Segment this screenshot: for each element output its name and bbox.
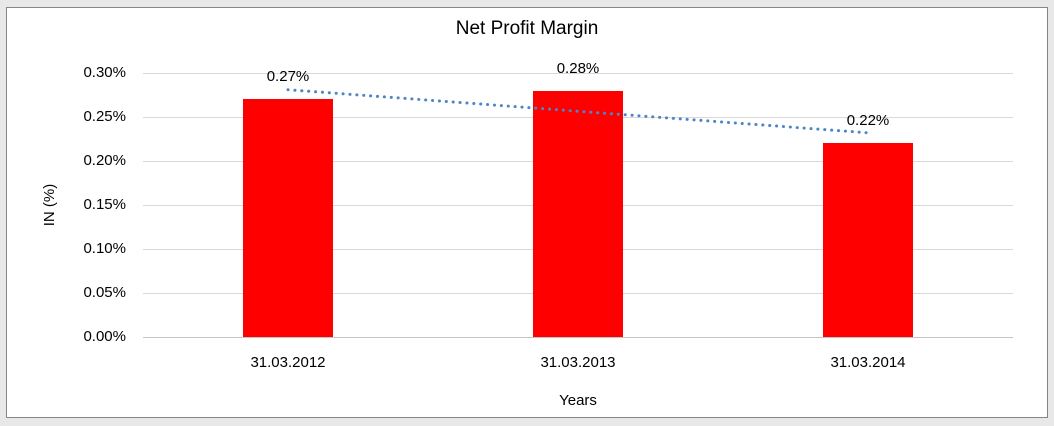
y-gridline [143,73,1013,74]
bar-31.03.2012 [243,99,333,337]
chart-title: Net Profit Margin [455,18,599,39]
data-label: 0.27% [266,68,310,86]
y-tick-label: 0.00% [83,328,126,345]
data-label: 0.28% [556,59,600,77]
x-tick-label: 31.03.2014 [830,354,906,371]
x-tick-label: 31.03.2012 [250,354,326,371]
y-tick-label: 0.15% [83,196,126,213]
y-tick-label: 0.25% [83,108,126,125]
y-tick-label: 0.05% [83,284,126,301]
y-axis-title: IN (%) [41,183,58,227]
bar-31.03.2014 [823,143,913,337]
bar-31.03.2013 [533,90,623,337]
y-tick-label: 0.20% [83,152,126,169]
x-axis-line [143,337,1013,338]
y-tick-label: 0.30% [83,64,126,81]
x-axis-title: Years [559,392,597,409]
y-tick-label: 0.10% [83,240,126,257]
x-tick-label: 31.03.2013 [540,354,616,371]
data-label: 0.22% [846,112,890,130]
